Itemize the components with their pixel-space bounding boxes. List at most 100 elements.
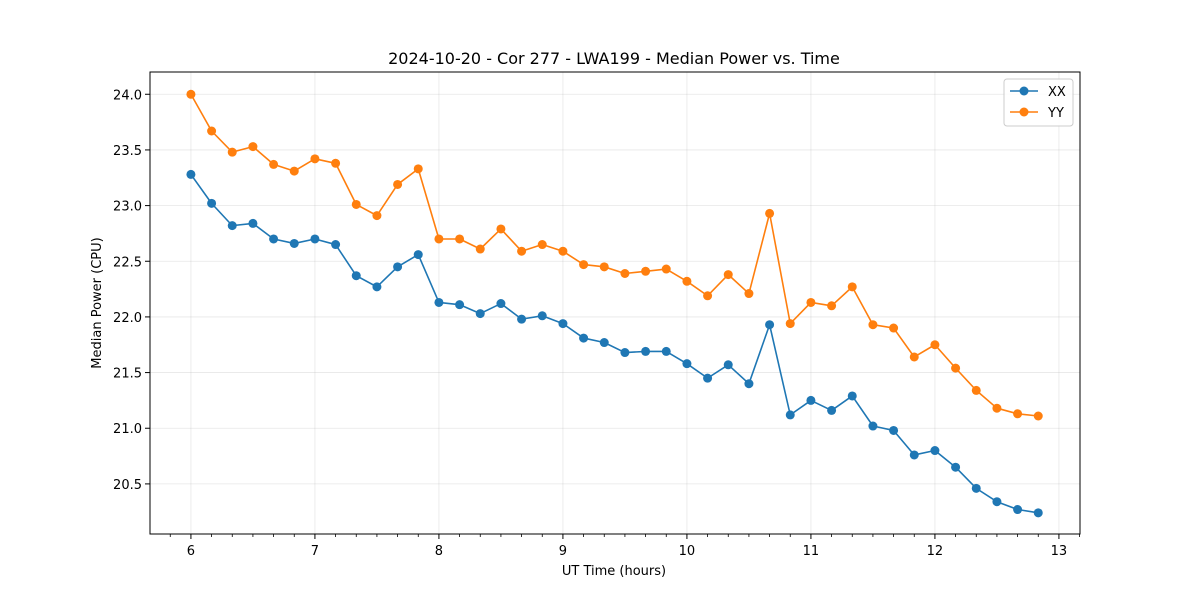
- series-line-xx: [190, 173, 1039, 514]
- data-point-xx: [579, 333, 589, 343]
- series-xx: [186, 169, 1043, 518]
- data-point-xx: [227, 221, 237, 231]
- data-point-yy: [951, 363, 961, 373]
- data-point-yy: [331, 158, 341, 168]
- data-point-xx: [682, 359, 692, 369]
- data-point-xx: [992, 497, 1002, 507]
- data-point-yy: [827, 301, 837, 311]
- data-point-yy: [393, 179, 403, 189]
- data-point-yy: [579, 260, 589, 270]
- x-tick-label: 10: [679, 544, 696, 559]
- data-point-xx: [951, 462, 961, 472]
- data-point-yy: [889, 323, 899, 333]
- data-point-xx: [496, 299, 506, 309]
- data-point-xx: [1013, 505, 1023, 515]
- data-point-xx: [558, 319, 568, 329]
- data-point-xx: [289, 238, 299, 248]
- data-point-yy: [517, 246, 527, 256]
- data-point-yy: [703, 291, 713, 301]
- legend-label: XX: [1048, 85, 1066, 100]
- legend-marker: [1019, 86, 1029, 96]
- data-point-yy: [971, 385, 981, 395]
- data-point-yy: [1013, 409, 1023, 419]
- data-point-xx: [889, 425, 899, 435]
- data-point-yy: [207, 126, 217, 136]
- data-point-yy: [372, 211, 382, 221]
- data-point-yy: [248, 142, 258, 152]
- data-point-xx: [537, 311, 547, 321]
- data-point-yy: [723, 270, 733, 280]
- data-point-xx: [971, 483, 981, 493]
- data-point-xx: [1033, 508, 1043, 518]
- data-point-xx: [434, 297, 444, 307]
- data-point-yy: [847, 282, 857, 292]
- data-point-yy: [434, 234, 444, 244]
- data-point-yy: [785, 319, 795, 329]
- y-tick-label: 21.0: [113, 422, 142, 437]
- data-point-yy: [992, 403, 1002, 413]
- grid: [150, 72, 1080, 534]
- x-tick-label: 13: [1051, 544, 1068, 559]
- data-point-yy: [186, 89, 196, 99]
- data-point-yy: [269, 159, 279, 169]
- data-point-xx: [331, 240, 341, 250]
- data-point-xx: [599, 338, 609, 348]
- data-point-yy: [744, 289, 754, 299]
- data-point-yy: [868, 320, 878, 330]
- x-axis-label: UT Time (hours): [562, 564, 666, 579]
- x-axis: 6 7 8 9 10 11 12 13: [169, 534, 1080, 559]
- legend-marker: [1019, 107, 1029, 117]
- legend-label: YY: [1047, 106, 1064, 121]
- data-point-xx: [847, 391, 857, 401]
- data-point-yy: [682, 276, 692, 286]
- data-point-xx: [372, 282, 382, 292]
- y-tick-label: 23.0: [113, 200, 142, 215]
- data-point-xx: [868, 421, 878, 431]
- x-tick-label: 8: [435, 544, 443, 559]
- data-point-yy: [310, 154, 320, 164]
- y-axis: 20.5 21.0 21.5 22.0 22.5 23.0 23.5 24.0: [113, 88, 150, 493]
- y-tick-label: 21.5: [113, 367, 142, 382]
- data-point-yy: [475, 244, 485, 254]
- legend-item-yy: YY: [1010, 106, 1064, 121]
- y-tick-label: 22.0: [113, 311, 142, 326]
- x-tick-label: 7: [311, 544, 319, 559]
- data-point-xx: [455, 300, 465, 310]
- data-point-yy: [455, 234, 465, 244]
- data-point-yy: [558, 246, 568, 256]
- data-point-xx: [186, 169, 196, 179]
- data-point-xx: [207, 198, 217, 208]
- data-point-xx: [641, 346, 651, 356]
- data-point-yy: [351, 199, 361, 209]
- y-tick-label: 24.0: [113, 88, 142, 103]
- x-tick-label: 9: [559, 544, 567, 559]
- data-point-yy: [289, 166, 299, 176]
- data-point-xx: [744, 379, 754, 389]
- data-point-xx: [723, 360, 733, 370]
- data-point-yy: [537, 240, 547, 250]
- series-layer: [186, 89, 1043, 518]
- data-point-yy: [1033, 411, 1043, 421]
- data-point-xx: [661, 346, 671, 356]
- legend: XX YY: [1003, 78, 1074, 127]
- data-point-yy: [661, 264, 671, 274]
- y-tick-label: 23.5: [113, 144, 142, 159]
- y-tick-label: 22.5: [113, 255, 142, 270]
- legend-item-xx: XX: [1010, 85, 1066, 100]
- data-point-xx: [765, 320, 775, 330]
- data-point-xx: [413, 250, 423, 260]
- series-line-yy: [190, 93, 1039, 417]
- data-point-yy: [413, 164, 423, 174]
- data-point-yy: [806, 297, 816, 307]
- data-point-xx: [930, 446, 940, 456]
- data-point-yy: [909, 352, 919, 362]
- x-tick-label: 12: [927, 544, 944, 559]
- data-point-yy: [620, 268, 630, 278]
- x-tick-label: 6: [187, 544, 195, 559]
- y-tick-label: 20.5: [113, 478, 142, 493]
- data-point-yy: [930, 340, 940, 350]
- data-point-xx: [475, 309, 485, 319]
- data-point-xx: [248, 218, 258, 228]
- chart-title: 2024-10-20 - Cor 277 - LWA199 - Median P…: [388, 49, 840, 68]
